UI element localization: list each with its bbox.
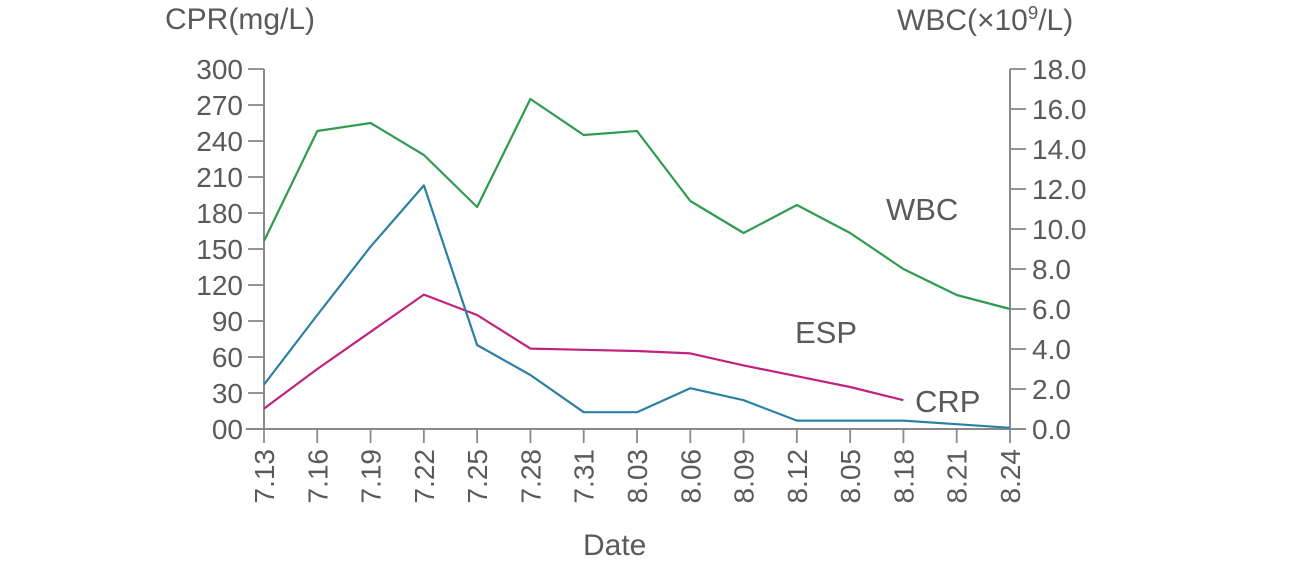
wbc-series-label: WBC (886, 192, 959, 227)
left-axis-tick-label: 210 (196, 162, 243, 193)
right-axis-tick-label: 18.0 (1032, 54, 1087, 85)
x-axis-tick-label: 8.09 (729, 449, 760, 504)
esp-line (263, 293, 904, 410)
right-axis-tick-label: 8.0 (1032, 254, 1071, 285)
x-axis-title: Date (583, 529, 647, 562)
right-axis-title-suffix: /L) (1038, 4, 1074, 37)
left-axis-tick-label: 60 (212, 342, 243, 373)
left-axis-tick-label: 180 (196, 198, 243, 229)
left-axis-tick-label: 00 (212, 414, 243, 445)
x-axis-tick-label: 8.03 (622, 449, 653, 504)
right-axis-tick-label: 12.0 (1032, 174, 1087, 205)
right-axis-tick-label: 2.0 (1032, 374, 1071, 405)
right-axis-tick-label: 6.0 (1032, 294, 1071, 325)
x-axis-tick-label: 7.28 (515, 449, 546, 504)
left-axis-tick-label: 120 (196, 270, 243, 301)
left-axis-tick-label: 240 (196, 126, 243, 157)
left-axis-title: CPR(mg/L) (165, 3, 316, 36)
x-axis-tick-label: 7.16 (302, 449, 333, 504)
left-axis-tick-label: 270 (196, 90, 243, 121)
right-axis-title: WBC(×109/L) (897, 2, 1074, 37)
right-axis-tick-label: 16.0 (1032, 94, 1087, 125)
right-axis-tick-label: 4.0 (1032, 334, 1071, 365)
crp-series-label: CRP (915, 384, 981, 419)
x-axis-tick-label: 8.12 (782, 449, 813, 504)
x-axis-tick-label: 8.21 (942, 449, 973, 504)
crp-line (263, 184, 1011, 429)
x-axis-tick-label: 8.06 (675, 449, 706, 504)
x-axis-tick-label: 7.19 (356, 449, 387, 504)
left-axis-tick-label: 150 (196, 234, 243, 265)
right-axis-tick-label: 10.0 (1032, 214, 1087, 245)
right-axis-tick-label: 0.0 (1032, 414, 1071, 445)
left-axis-tick-label: 300 (196, 54, 243, 85)
x-axis-tick-label: 7.25 (462, 449, 493, 504)
x-axis-tick-label: 7.13 (249, 449, 280, 504)
esp-series-label: ESP (795, 315, 858, 350)
wbc-line (263, 97, 1011, 311)
x-axis-tick-label: 8.24 (995, 449, 1026, 504)
x-axis-tick-label: 7.22 (409, 449, 440, 504)
x-axis-tick-label: 8.18 (888, 449, 919, 504)
right-axis-title-prefix: WBC(×10 (897, 4, 1028, 37)
x-axis-tick-label: 7.31 (569, 449, 600, 504)
x-axis-tick-label: 8.05 (835, 449, 866, 504)
right-axis-title-superscript: 9 (1027, 2, 1039, 23)
left-axis-tick-label: 90 (212, 306, 243, 337)
left-axis-tick-label: 30 (212, 378, 243, 409)
right-axis-tick-label: 14.0 (1032, 134, 1087, 165)
